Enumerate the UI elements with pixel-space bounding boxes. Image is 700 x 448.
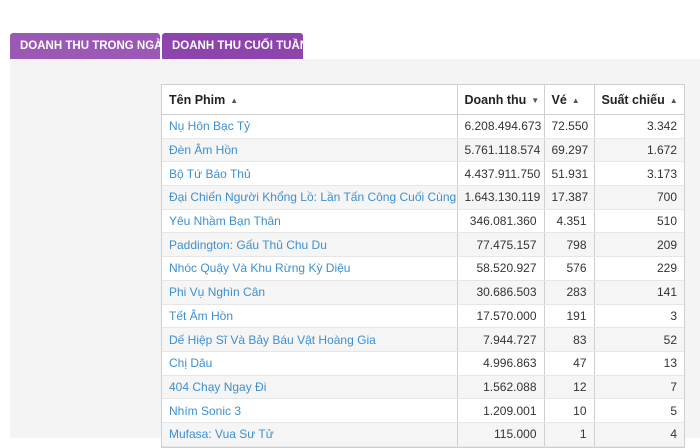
tickets-cell: 4.351: [544, 209, 595, 234]
revenue-cell: 1.562.088: [457, 375, 545, 400]
revenue-cell: 346.081.360: [457, 209, 545, 234]
table-row: Nhóc Quậy Và Khu Rừng Kỳ Diệu 58.520.927…: [162, 256, 684, 281]
table-row: Nhím Sonic 3 1.209.001 10 5: [162, 398, 684, 423]
showings-cell: 13: [594, 351, 684, 376]
movie-title-link[interactable]: Paddington: Gấu Thủ Chu Du: [162, 232, 458, 258]
column-header-label: Suất chiếu: [601, 92, 665, 107]
showings-cell: 700: [594, 185, 684, 210]
table-row: Đèn Âm Hồn 5.761.118.574 69.297 1.672: [162, 138, 684, 163]
table-row: 404 Chạy Ngay Đi 1.562.088 12 7: [162, 375, 684, 400]
movie-title-link[interactable]: Đèn Âm Hồn: [162, 138, 458, 163]
movie-title-link[interactable]: Nụ Hôn Bạc Tỷ: [162, 114, 458, 139]
showings-cell: 141: [594, 280, 684, 305]
table-row: Bộ Tứ Báo Thủ 4.437.911.750 51.931 3.173: [162, 161, 684, 187]
column-header-tickets[interactable]: Vé ▲: [544, 85, 595, 115]
revenue-cell: 115.000: [457, 422, 545, 447]
showings-cell: 510: [594, 209, 684, 234]
movie-title-link[interactable]: Đại Chiến Người Khổng Lồ: Lần Tấn Công C…: [162, 185, 458, 210]
column-header-name[interactable]: Tên Phim ▲: [162, 85, 458, 115]
tickets-cell: 283: [544, 280, 595, 305]
tickets-cell: 12: [544, 375, 595, 400]
table-row: Dế Hiệp Sĩ Và Bảy Báu Vật Hoàng Gia 7.94…: [162, 327, 684, 352]
showings-cell: 1.672: [594, 138, 684, 163]
table-header-row: Tên Phim ▲ Doanh thu ▼ Vé ▲ Suất chiếu ▲: [162, 85, 684, 115]
table-row: Phi Vụ Nghìn Cân 30.686.503 283 141: [162, 280, 684, 305]
movie-title-link[interactable]: Yêu Nhầm Bạn Thân: [162, 209, 458, 234]
movie-title-link[interactable]: Mufasa: Vua Sư Tử: [162, 422, 458, 447]
movie-title-link[interactable]: 404 Chạy Ngay Đi: [162, 375, 458, 400]
revenue-cell: 4.437.911.750: [457, 161, 545, 187]
table-body: Nụ Hôn Bạc Tỷ 6.208.494.673 72.550 3.342…: [162, 114, 684, 447]
tickets-cell: 10: [544, 398, 595, 423]
sort-asc-icon: ▲: [669, 95, 678, 105]
column-header-revenue[interactable]: Doanh thu ▼: [457, 85, 545, 115]
showings-cell: 7: [594, 375, 684, 400]
showings-cell: 209: [594, 232, 684, 258]
table-row: Tết Âm Hồn 17.570.000 191 3: [162, 304, 684, 329]
table-row: Nụ Hôn Bạc Tỷ 6.208.494.673 72.550 3.342: [162, 114, 684, 139]
movie-title-link[interactable]: Nhím Sonic 3: [162, 398, 458, 423]
column-header-label: Vé: [551, 92, 567, 107]
showings-cell: 5: [594, 398, 684, 423]
tab-daily-revenue[interactable]: DOANH THU TRONG NGÀY: [10, 33, 170, 59]
revenue-cell: 7.944.727: [457, 327, 545, 352]
tickets-cell: 191: [544, 304, 595, 329]
table-row: Paddington: Gấu Thủ Chu Du 77.475.157 79…: [162, 232, 684, 258]
sort-asc-icon: ▲: [230, 95, 239, 105]
revenue-cell: 77.475.157: [457, 232, 545, 258]
revenue-cell: 1.643.130.119: [457, 185, 545, 210]
revenue-cell: 4.996.863: [457, 351, 545, 376]
movie-title-link[interactable]: Phi Vụ Nghìn Cân: [162, 280, 458, 305]
tickets-cell: 576: [544, 256, 595, 281]
tickets-cell: 83: [544, 327, 595, 352]
showings-cell: 3.173: [594, 161, 684, 187]
tickets-cell: 69.297: [544, 138, 595, 163]
showings-cell: 3.342: [594, 114, 684, 139]
showings-cell: 52: [594, 327, 684, 352]
showings-cell: 4: [594, 422, 684, 447]
table-row: Chị Dâu 4.996.863 47 13: [162, 351, 684, 376]
column-header-label: Tên Phim: [169, 92, 226, 107]
column-header-label: Doanh thu: [464, 92, 527, 107]
sort-desc-icon: ▼: [531, 95, 540, 105]
tickets-cell: 51.931: [544, 161, 595, 187]
movie-title-link[interactable]: Chị Dâu: [162, 351, 458, 376]
tickets-cell: 798: [544, 232, 595, 258]
revenue-cell: 58.520.927: [457, 256, 545, 281]
movie-title-link[interactable]: Bộ Tứ Báo Thủ: [162, 161, 458, 187]
revenue-cell: 17.570.000: [457, 304, 545, 329]
revenue-cell: 30.686.503: [457, 280, 545, 305]
tickets-cell: 17.387: [544, 185, 595, 210]
tickets-cell: 47: [544, 351, 595, 376]
tickets-cell: 1: [544, 422, 595, 447]
revenue-table: Tên Phim ▲ Doanh thu ▼ Vé ▲ Suất chiếu ▲ Nụ …: [161, 84, 685, 448]
showings-cell: 229: [594, 256, 684, 281]
tab-bar: DOANH THU TRONG NGÀY DOANH THU CUỐI TUẦN: [10, 33, 308, 59]
revenue-cell: 6.208.494.673: [457, 114, 545, 139]
table-row: Yêu Nhầm Bạn Thân 346.081.360 4.351 510: [162, 209, 684, 234]
movie-title-link[interactable]: Nhóc Quậy Và Khu Rừng Kỳ Diệu: [162, 256, 458, 281]
revenue-cell: 5.761.118.574: [457, 138, 545, 163]
showings-cell: 3: [594, 304, 684, 329]
table-row: Mufasa: Vua Sư Tử 115.000 1 4: [162, 422, 684, 447]
movie-title-link[interactable]: Dế Hiệp Sĩ Và Bảy Báu Vật Hoàng Gia: [162, 327, 458, 352]
column-header-showings[interactable]: Suất chiếu ▲: [594, 85, 684, 115]
movie-title-link[interactable]: Tết Âm Hồn: [162, 304, 458, 329]
tickets-cell: 72.550: [544, 114, 595, 139]
tab-weekend-revenue[interactable]: DOANH THU CUỐI TUẦN: [162, 33, 308, 59]
table-row: Đại Chiến Người Khổng Lồ: Lần Tấn Công C…: [162, 185, 684, 210]
revenue-cell: 1.209.001: [457, 398, 545, 423]
sort-asc-icon: ▲: [571, 95, 580, 105]
